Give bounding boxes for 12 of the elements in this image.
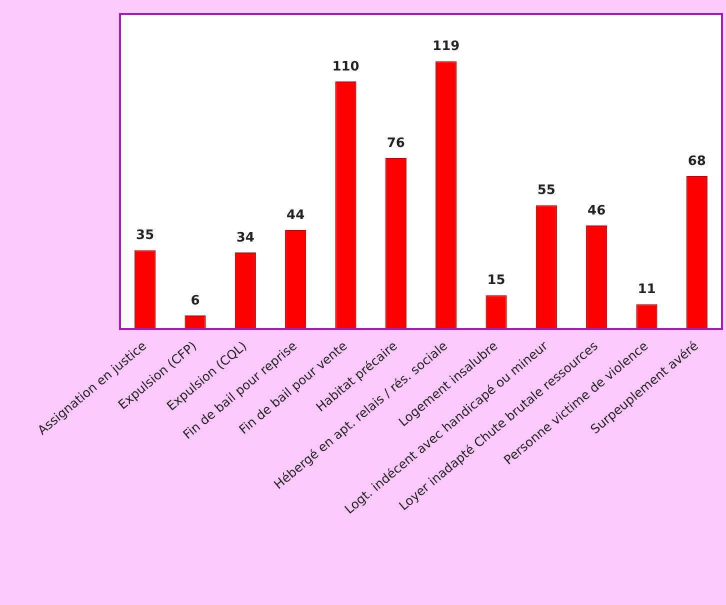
data-label: 15 xyxy=(487,273,506,288)
data-label: 44 xyxy=(286,208,305,223)
data-label: 34 xyxy=(236,230,254,246)
data-label: 110 xyxy=(332,59,360,74)
data-label: 46 xyxy=(588,203,606,218)
data-label: 76 xyxy=(386,136,405,151)
data-label: 119 xyxy=(432,39,460,54)
data-label: 35 xyxy=(136,228,154,244)
data-label: 55 xyxy=(537,183,556,198)
data-label: 6 xyxy=(190,293,200,308)
data-label: 11 xyxy=(638,282,656,298)
data-label: 68 xyxy=(688,154,706,169)
